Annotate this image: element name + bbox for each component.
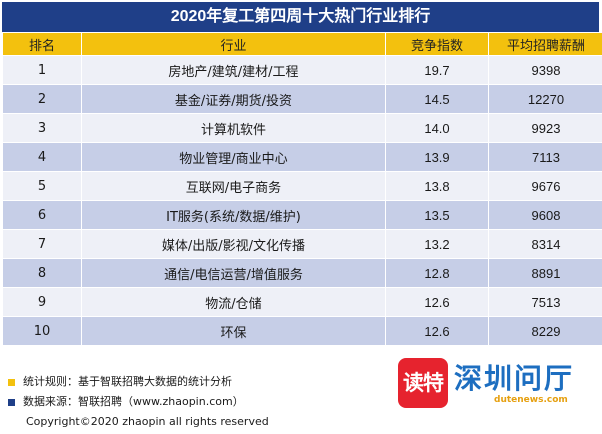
cell-industry: 通信/电信运营/增值服务 bbox=[81, 258, 386, 288]
cell-rank: 4 bbox=[2, 142, 82, 172]
chart-title: 2020年复工第四周十大热门行业排行 bbox=[2, 2, 599, 32]
cell-rank: 3 bbox=[2, 113, 82, 143]
dute-badge-icon: 读特 bbox=[398, 358, 448, 408]
cell-average-salary: 8229 bbox=[488, 316, 602, 346]
table-row: 2 基金/证券/期货/投资 14.5 12270 bbox=[2, 84, 602, 114]
table-row: 5 互联网/电子商务 13.8 9676 bbox=[2, 171, 602, 201]
table-row: 4 物业管理/商业中心 13.9 7113 bbox=[2, 142, 602, 172]
notes: 统计规则：基于智联招聘大数据的统计分析 数据来源：智联招聘（www.zhaopi… bbox=[8, 372, 244, 412]
ranking-table: 排名 行业 竞争指数 平均招聘薪酬 1 房地产/建筑/建材/工程 19.7 9398 2… bbox=[2, 32, 602, 346]
cell-average-salary: 8314 bbox=[488, 229, 602, 259]
blue-square-icon bbox=[8, 398, 15, 406]
cell-industry: IT服务(系统/数据/维护) bbox=[81, 200, 386, 230]
cell-rank: 9 bbox=[2, 287, 82, 317]
dute-watermark-logo: 读特 深圳问厅 dutenews.com bbox=[398, 358, 594, 408]
table-row: 1 房地产/建筑/建材/工程 19.7 9398 bbox=[2, 55, 602, 85]
cell-competition-index: 19.7 bbox=[385, 55, 489, 85]
note-rule-text: 统计规则：基于智联招聘大数据的统计分析 bbox=[23, 375, 232, 388]
cell-average-salary: 9398 bbox=[488, 55, 602, 85]
cell-industry: 媒体/出版/影视/文化传播 bbox=[81, 229, 386, 259]
cell-industry: 物流/仓储 bbox=[81, 287, 386, 317]
table-row: 8 通信/电信运营/增值服务 12.8 8891 bbox=[2, 258, 602, 288]
cell-industry: 计算机软件 bbox=[81, 113, 386, 143]
cell-average-salary: 9923 bbox=[488, 113, 602, 143]
watermark-text: 深圳问厅 bbox=[454, 362, 575, 395]
cell-competition-index: 14.0 bbox=[385, 113, 489, 143]
note-source-text: 数据来源：智联招聘（www.zhaopin.com） bbox=[23, 395, 244, 408]
cell-industry: 环保 bbox=[81, 316, 386, 346]
column-header-rank: 排名 bbox=[2, 32, 82, 56]
column-header-competition-index: 竞争指数 bbox=[385, 32, 489, 56]
table-row: 6 IT服务(系统/数据/维护) 13.5 9608 bbox=[2, 200, 602, 230]
table-row: 3 计算机软件 14.0 9923 bbox=[2, 113, 602, 143]
cell-competition-index: 12.6 bbox=[385, 287, 489, 317]
cell-competition-index: 12.6 bbox=[385, 316, 489, 346]
note-source: 数据来源：智联招聘（www.zhaopin.com） bbox=[8, 392, 244, 412]
watermark-subtext: dutenews.com bbox=[494, 395, 568, 405]
note-rule: 统计规则：基于智联招聘大数据的统计分析 bbox=[8, 372, 244, 392]
cell-competition-index: 13.2 bbox=[385, 229, 489, 259]
cell-industry: 互联网/电子商务 bbox=[81, 171, 386, 201]
cell-competition-index: 14.5 bbox=[385, 84, 489, 114]
cell-average-salary: 7113 bbox=[488, 142, 602, 172]
cell-average-salary: 12270 bbox=[488, 84, 602, 114]
cell-industry: 房地产/建筑/建材/工程 bbox=[81, 55, 386, 85]
table-row: 7 媒体/出版/影视/文化传播 13.2 8314 bbox=[2, 229, 602, 259]
cell-average-salary: 7513 bbox=[488, 287, 602, 317]
cell-rank: 2 bbox=[2, 84, 82, 114]
ranking-panel: 2020年复工第四周十大热门行业排行 排名 行业 竞争指数 平均招聘薪酬 1 房地… bbox=[2, 2, 602, 346]
copyright: Copyright©2020 zhaopin all rights reserv… bbox=[26, 415, 269, 428]
cell-competition-index: 13.5 bbox=[385, 200, 489, 230]
column-header-average-salary: 平均招聘薪酬 bbox=[488, 32, 602, 56]
cell-rank: 8 bbox=[2, 258, 82, 288]
cell-rank: 6 bbox=[2, 200, 82, 230]
cell-competition-index: 13.8 bbox=[385, 171, 489, 201]
table-row: 10 环保 12.6 8229 bbox=[2, 316, 602, 346]
column-header-industry: 行业 bbox=[81, 32, 386, 56]
cell-industry: 物业管理/商业中心 bbox=[81, 142, 386, 172]
table-body: 1 房地产/建筑/建材/工程 19.7 9398 2 基金/证券/期货/投资 14.5 122… bbox=[2, 55, 602, 346]
yellow-square-icon bbox=[8, 378, 15, 386]
cell-rank: 1 bbox=[2, 55, 82, 85]
cell-competition-index: 12.8 bbox=[385, 258, 489, 288]
cell-rank: 5 bbox=[2, 171, 82, 201]
cell-average-salary: 9676 bbox=[488, 171, 602, 201]
cell-average-salary: 9608 bbox=[488, 200, 602, 230]
table-header-row: 排名 行业 竞争指数 平均招聘薪酬 bbox=[2, 32, 602, 56]
cell-competition-index: 13.9 bbox=[385, 142, 489, 172]
cell-rank: 7 bbox=[2, 229, 82, 259]
cell-average-salary: 8891 bbox=[488, 258, 602, 288]
table-row: 9 物流/仓储 12.6 7513 bbox=[2, 287, 602, 317]
cell-rank: 10 bbox=[2, 316, 82, 346]
cell-industry: 基金/证券/期货/投资 bbox=[81, 84, 386, 114]
